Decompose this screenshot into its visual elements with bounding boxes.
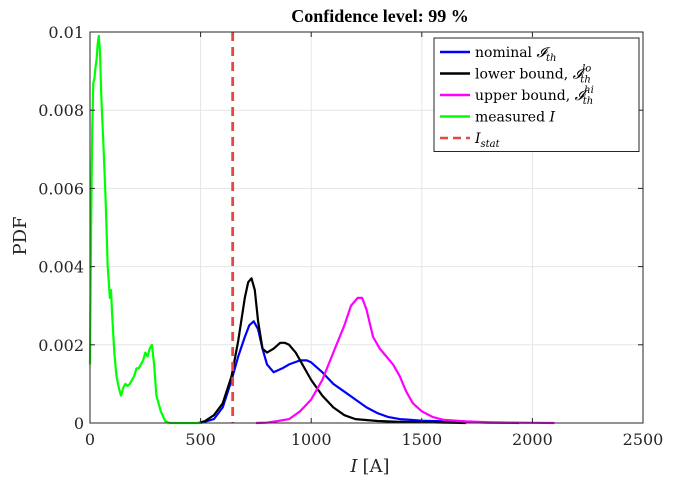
legend-label-upper-bound: upper bound, 𝓘hi th — [475, 85, 594, 107]
legend-label-i_stat: Istat — [474, 131, 501, 150]
x-tick-label-3: 1500 — [401, 430, 442, 449]
axes-box — [89, 31, 644, 424]
x-axis-label-unit: [A] — [363, 456, 390, 477]
series-line-lower-bound — [198, 277, 467, 425]
y-tick-label-1: 0.002 — [38, 336, 84, 355]
y-tick-label-2: 0.004 — [38, 258, 84, 277]
x-tick-label-1: 500 — [185, 430, 216, 449]
series-line-nominal — [200, 320, 520, 425]
y-tick-label-3: 0.006 — [38, 179, 84, 198]
x-axis-label-var: I — [349, 456, 358, 477]
series-line-measured-i — [88, 34, 201, 425]
x-axis-label: I [A] — [349, 456, 389, 477]
x-tick-label-0: 0 — [85, 430, 95, 449]
axes: 0 500 1000 1500 2000 2500 0 0.002 0.004 0.006 0.00… — [38, 23, 663, 449]
legend-label-lower-bound: lower bound, 𝓘lo th — [475, 64, 591, 86]
y-tick-label-4: 0.008 — [38, 101, 84, 120]
x-tick-label-4: 2000 — [512, 430, 553, 449]
series-line-upper-bound — [255, 296, 555, 425]
y-tick-label-5: 0.01 — [48, 23, 84, 42]
legend-label-measured-i: measured I — [475, 110, 556, 126]
x-tick-label-2: 1000 — [291, 430, 332, 449]
x-tick-label-5: 2500 — [623, 430, 664, 449]
y-tick-label-0: 0 — [74, 414, 84, 433]
y-axis-label: PDF — [10, 216, 31, 255]
chart-title: Confidence level: 99 % — [291, 6, 468, 26]
plot-area — [88, 32, 555, 425]
